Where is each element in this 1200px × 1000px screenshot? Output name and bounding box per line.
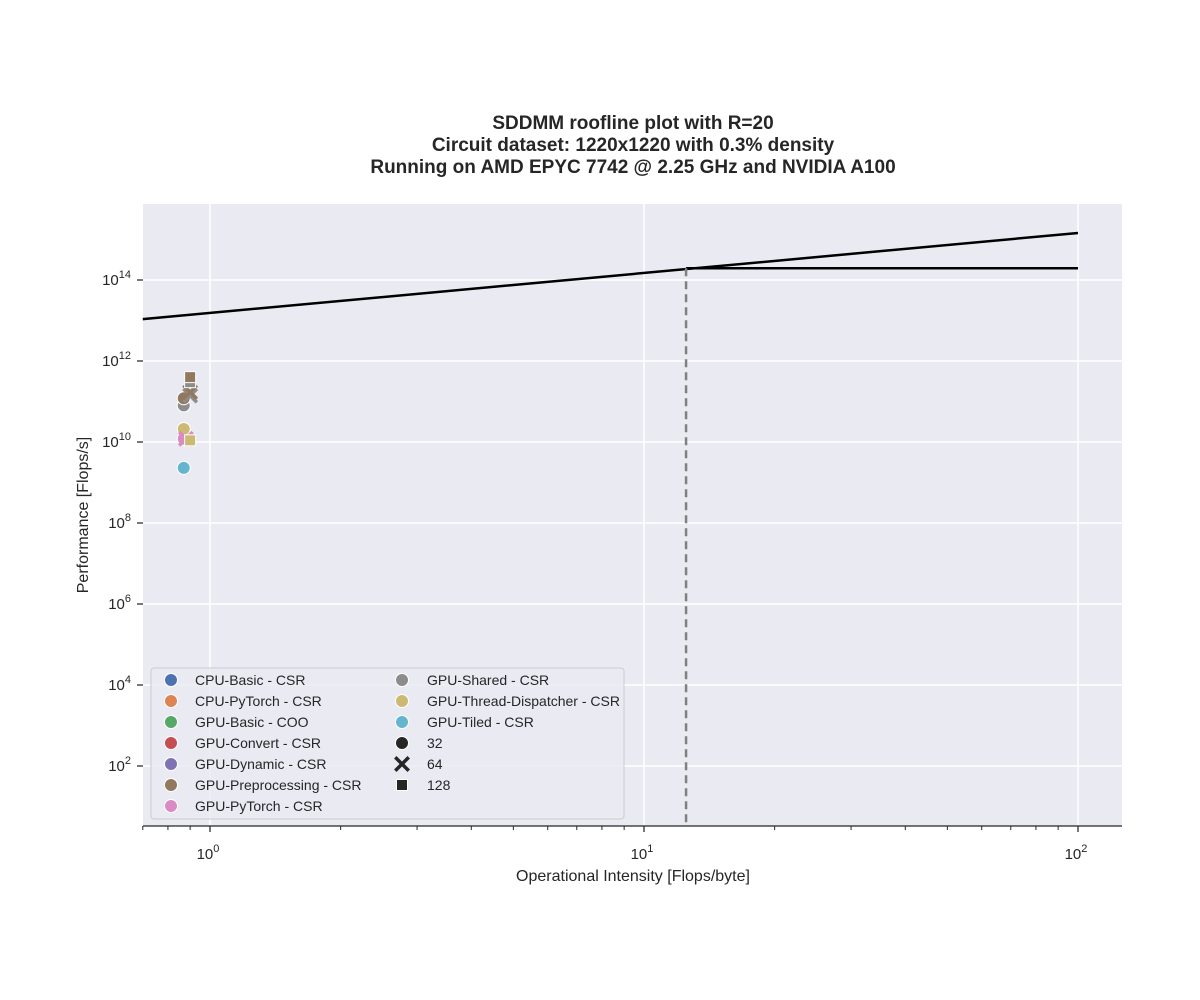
roofline [142, 231, 1079, 826]
legend-gpu-tiled-csr-marker [395, 715, 409, 729]
title-line-2: Circuit dataset: 1220x1220 with 0.3% den… [432, 135, 835, 156]
legend-cpu-pytorch-csr-label: CPU-PyTorch - CSR [195, 693, 322, 709]
legend-gpu-dynamic-csr-label: GPU-Dynamic - CSR [195, 756, 326, 772]
legend-gpu-thread-dispatcher-csr-label: GPU-Thread-Dispatcher - CSR [427, 693, 620, 709]
y-tick-label-6: 1014 [102, 269, 131, 289]
legend-32-marker [395, 736, 409, 750]
data-point-8 [184, 434, 197, 447]
legend-gpu-tiled-csr-label: GPU-Tiled - CSR [427, 714, 534, 730]
data-point-0 [176, 460, 191, 475]
legend-gpu-dynamic-csr-marker [164, 757, 178, 771]
legend-gpu-pytorch-csr-marker [164, 799, 178, 813]
data-point-7 [182, 384, 199, 401]
legend-gpu-basic-coo-label: GPU-Basic - COO [195, 714, 309, 730]
y-tick-label-1: 104 [108, 674, 131, 694]
legend-gpu-preprocessing-csr-label: GPU-Preprocessing - CSR [195, 777, 362, 793]
y-tick-label-3: 108 [108, 512, 131, 532]
y-axis-label: Performance [Flops/s] [75, 437, 92, 594]
legend-gpu-pytorch-csr-label: GPU-PyTorch - CSR [195, 798, 323, 814]
x-tick-label-0: 100 [197, 843, 220, 863]
memory-bound-line [142, 231, 1079, 321]
legend: CPU-Basic - CSR CPU-PyTorch - CSR GPU-Basi… [150, 667, 625, 820]
x-axis-ticks: 100 101 102 [142, 826, 1088, 863]
legend-cpu-pytorch-csr-marker [164, 694, 178, 708]
legend-32-label: 32 [427, 735, 443, 751]
legend-gpu-convert-csr-marker [164, 736, 178, 750]
chart-title: SDDMM roofline plot with R=20 Circuit da… [370, 113, 895, 178]
grid [143, 204, 1122, 826]
legend-gpu-shared-csr-label: GPU-Shared - CSR [427, 672, 549, 688]
y-tick-label-4: 1010 [102, 431, 131, 451]
legend-gpu-basic-coo-marker [164, 715, 178, 729]
y-axis-ticks: 102 104 106 108 1010 1012 1014 [102, 269, 143, 775]
legend-128-label: 128 [427, 777, 451, 793]
legend-gpu-thread-dispatcher-csr-marker [395, 694, 409, 708]
title-line-3: Running on AMD EPYC 7742 @ 2.25 GHz and … [370, 157, 895, 178]
x-axis-label: Operational Intensity [Flops/byte] [516, 868, 750, 885]
data-point-10 [184, 371, 197, 384]
y-tick-label-5: 1012 [102, 350, 131, 370]
legend-gpu-preprocessing-csr-marker [164, 778, 178, 792]
legend-64-marker [394, 756, 410, 772]
x-tick-label-2: 102 [1065, 843, 1088, 863]
title-line-1: SDDMM roofline plot with R=20 [492, 113, 773, 134]
legend-cpu-basic-csr-marker [164, 673, 178, 687]
data-point-6 [182, 387, 199, 404]
legend-box [150, 667, 625, 820]
legend-entries: CPU-Basic - CSR CPU-PyTorch - CSR GPU-Basi… [164, 672, 620, 814]
y-tick-label-2: 106 [108, 593, 131, 613]
legend-gpu-convert-csr-label: GPU-Convert - CSR [195, 735, 321, 751]
x-tick-label-1: 101 [631, 843, 654, 863]
legend-64-label: 64 [427, 756, 443, 772]
y-tick-label-0: 102 [108, 755, 131, 775]
data-points [176, 371, 199, 475]
legend-128-marker [396, 779, 408, 791]
legend-cpu-basic-csr-label: CPU-Basic - CSR [195, 672, 305, 688]
legend-gpu-shared-csr-marker [395, 673, 409, 687]
